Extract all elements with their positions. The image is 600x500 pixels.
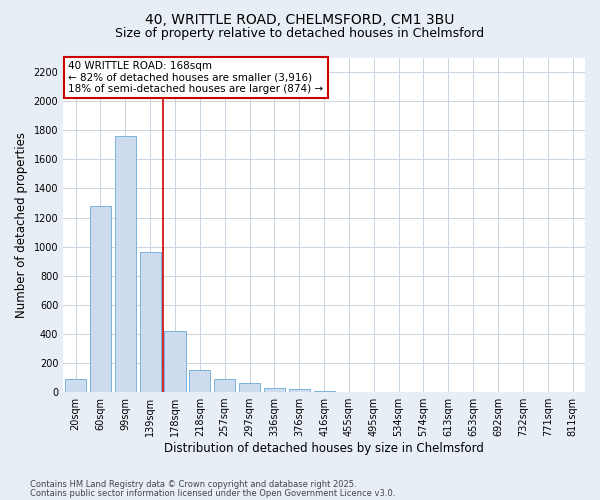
Bar [239, 384, 260, 392]
Text: 40 WRITTLE ROAD: 168sqm
← 82% of detached houses are smaller (3,916)
18% of semi: 40 WRITTLE ROAD: 168sqm ← 82% of detache… [68, 61, 323, 94]
Text: Size of property relative to detached houses in Chelmsford: Size of property relative to detached ho… [115, 28, 485, 40]
Bar [140, 252, 161, 392]
X-axis label: Distribution of detached houses by size in Chelmsford: Distribution of detached houses by size … [164, 442, 484, 455]
Text: Contains HM Land Registry data © Crown copyright and database right 2025.: Contains HM Land Registry data © Crown c… [30, 480, 356, 489]
Bar [164, 331, 185, 392]
Text: Contains public sector information licensed under the Open Government Licence v3: Contains public sector information licen… [30, 488, 395, 498]
Text: 40, WRITTLE ROAD, CHELMSFORD, CM1 3BU: 40, WRITTLE ROAD, CHELMSFORD, CM1 3BU [145, 12, 455, 26]
Bar [115, 136, 136, 392]
Bar [65, 379, 86, 392]
Y-axis label: Number of detached properties: Number of detached properties [15, 132, 28, 318]
Bar [289, 389, 310, 392]
Bar [264, 388, 285, 392]
Bar [189, 370, 211, 392]
Bar [90, 206, 111, 392]
Bar [214, 379, 235, 392]
